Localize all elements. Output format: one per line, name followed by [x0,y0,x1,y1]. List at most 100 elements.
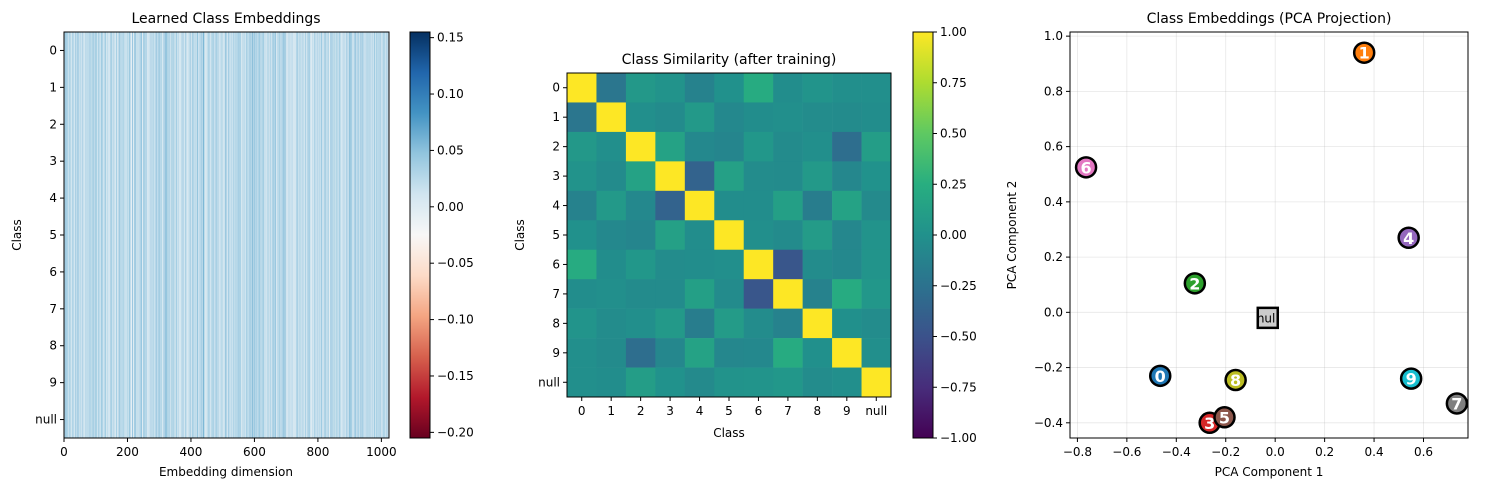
embedding-stripe [219,32,221,438]
embedding-stripe [144,32,146,438]
similarity-cell [596,102,627,133]
embedding-stripe [156,32,157,438]
embedding-stripe [221,32,222,438]
embedding-stripe [347,32,348,438]
embedding-stripe [347,32,348,438]
embedding-stripe [198,32,200,438]
embedding-stripe [124,32,126,438]
embedding-stripe [158,32,159,438]
embedding-stripe [94,32,96,438]
embedding-stripe [133,32,135,438]
embedding-stripe [128,32,129,438]
similarity-cell [773,131,803,162]
embedding-stripe [179,32,180,438]
embedding-stripe [228,32,230,438]
embedding-stripe [229,32,230,438]
embedding-stripe [268,32,270,438]
embedding-stripe [191,32,193,438]
embedding-stripe [303,32,305,438]
similarity-y-tick-label: 4 [552,199,560,213]
embeddings-y-tick-label: null [35,413,57,427]
embedding-stripe [200,32,202,438]
embedding-stripe [294,32,295,438]
embedding-stripe [318,32,319,438]
embedding-stripe [309,32,310,438]
embedding-stripe [274,32,275,438]
pca-point-label: 5 [1219,408,1230,427]
embedding-stripe [96,32,98,438]
embedding-stripe [269,32,271,438]
embedding-stripe [315,32,316,438]
embedding-stripe [295,32,296,438]
embedding-stripe [261,32,262,438]
embedding-stripe [315,32,316,438]
embedding-stripe [190,32,192,438]
embedding-stripe [175,32,176,438]
embedding-stripe [296,32,297,438]
pca-axes-frame [1069,31,1469,439]
embedding-stripe [260,32,262,438]
embedding-stripe [286,32,287,438]
embedding-stripe [235,32,236,438]
embedding-stripe [304,32,305,438]
pca-point-label: 6 [1080,158,1091,177]
embedding-stripe [259,32,261,438]
embedding-stripe [314,32,315,438]
embedding-stripe [271,32,273,438]
pca-point-class-4 [1397,226,1420,250]
embedding-stripe [216,32,217,438]
embedding-stripe [226,32,227,438]
similarity-cell [832,190,862,221]
embedding-stripe [138,32,139,438]
embedding-stripe [379,32,380,438]
embedding-stripe [276,32,277,438]
embedding-stripe [184,32,186,438]
embedding-stripe [329,32,330,438]
embedding-stripe [209,32,211,438]
embedding-stripe [379,32,381,438]
similarity-cell [802,161,833,192]
embedding-stripe [308,32,309,438]
embedding-stripe [194,32,196,438]
similarity-cell [832,338,862,368]
embedding-stripe [281,32,282,438]
embedding-stripe [81,32,83,438]
embedding-stripe [145,32,147,438]
embedding-stripe [196,32,197,438]
embedding-stripe [204,32,206,438]
similarity-cell [567,73,597,103]
embedding-stripe [184,32,185,438]
embedding-stripe [216,32,217,438]
embedding-stripe [121,32,123,438]
embedding-stripe [285,32,287,438]
embedding-stripe [280,32,281,438]
embedding-stripe [376,32,377,438]
embedding-stripe [319,32,320,438]
embedding-stripe [77,32,79,438]
embedding-stripe [284,32,285,438]
similarity-cell [773,220,803,251]
embedding-stripe [382,32,384,438]
similarity-cell [655,73,686,103]
embedding-stripe [123,32,124,438]
embedding-stripe [83,32,85,438]
embedding-stripe [159,32,161,438]
embedding-stripe [102,32,103,438]
embedding-stripe [342,32,343,438]
embedding-stripe [88,32,90,438]
embedding-stripe [88,32,89,438]
embedding-stripe [291,32,293,438]
similarity-colorbar-tick-label: −1.00 [940,431,977,445]
embedding-stripe [98,32,99,438]
embedding-stripe [316,32,318,438]
embedding-stripe [356,32,357,438]
embedding-stripe [139,32,140,438]
embedding-stripe [194,32,195,438]
embedding-stripe [239,32,241,438]
embedding-stripe [109,32,110,438]
embedding-stripe [149,32,151,438]
embedding-stripe [208,32,210,438]
similarity-cell [655,367,686,398]
embeddings-y-tick-label: 8 [49,339,57,353]
similarity-cell [655,190,686,221]
